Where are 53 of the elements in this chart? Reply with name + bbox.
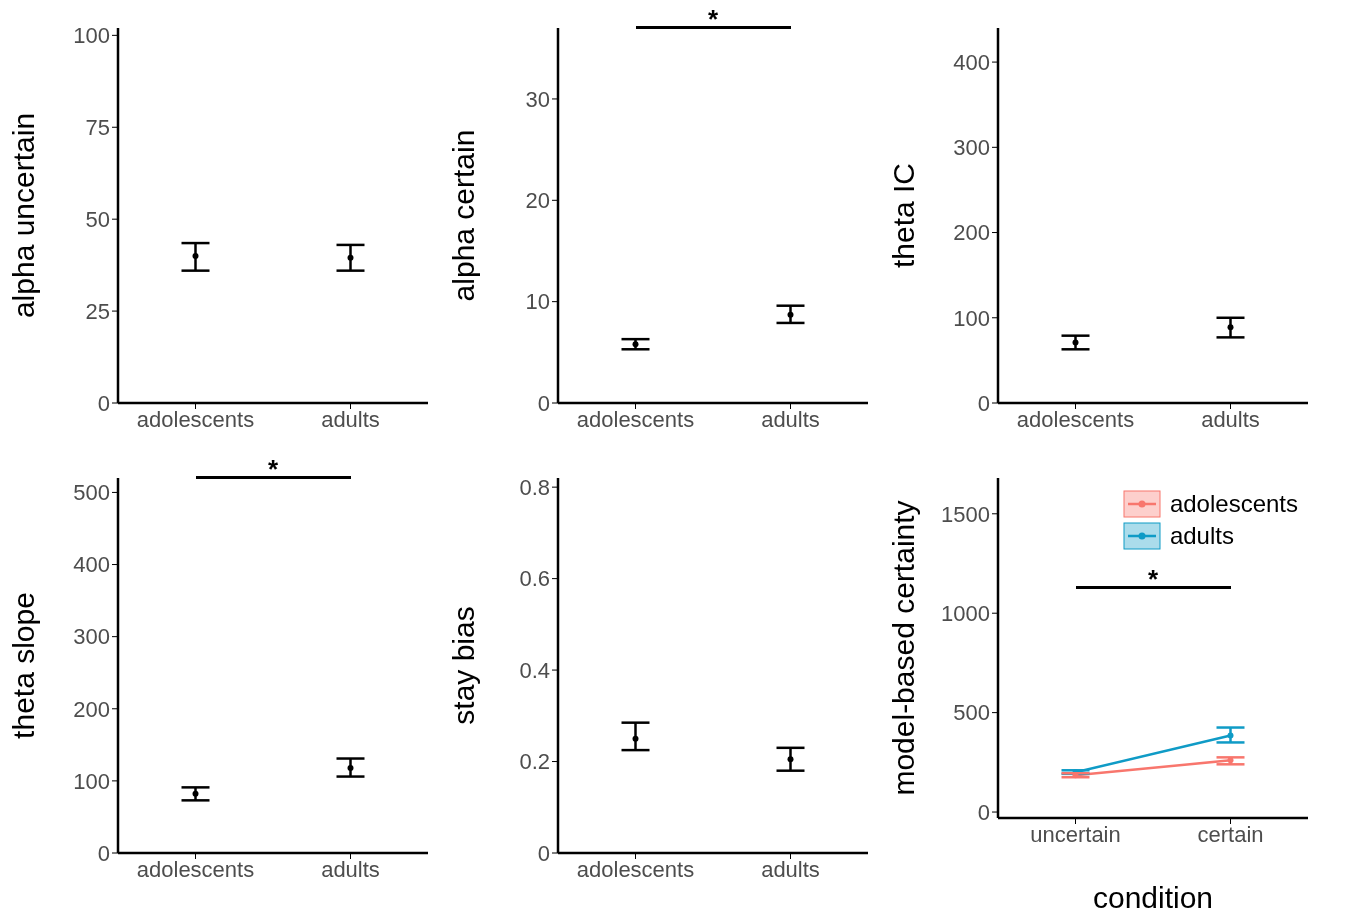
y-tick-label: 0 [977, 390, 990, 416]
y-axis-title: alpha uncertain [6, 112, 40, 319]
y-axis-title: model-based certainty [886, 500, 920, 796]
y-tick-label: 500 [73, 480, 110, 506]
y-tick-label: 30 [525, 86, 550, 112]
y-tick-label: 0.8 [519, 474, 550, 500]
y-tick-label: 400 [953, 49, 990, 75]
x-tick-label: adolescents [576, 406, 695, 432]
y-axis-title: theta slope [6, 592, 40, 739]
y-tick-label: 200 [73, 696, 110, 722]
x-tick-label: adolescents [576, 856, 695, 882]
y-tick-label: 100 [73, 23, 110, 49]
x-tick-label: adults [761, 406, 820, 432]
y-tick-label: 0.2 [519, 749, 550, 775]
y-tick-label: 0 [537, 840, 550, 866]
legend-label: adolescents [1169, 490, 1298, 518]
annotation: * [706, 4, 720, 34]
x-tick-label: uncertain [1030, 821, 1121, 847]
y-tick-label: 75 [85, 115, 110, 141]
x-tick-label: adults [761, 856, 820, 882]
y-tick-label: 300 [73, 624, 110, 650]
y-axis-title: stay bias [446, 606, 480, 725]
x-tick-label: adults [321, 856, 380, 882]
y-tick-label: 0 [97, 390, 110, 416]
y-tick-label: 100 [953, 305, 990, 331]
x-tick-label: adolescents [1016, 406, 1135, 432]
y-tick-label: 0.6 [519, 566, 550, 592]
annotation: * [1146, 564, 1160, 594]
x-tick-label: adults [1201, 406, 1260, 432]
x-tick-label: certain [1197, 821, 1264, 847]
annotation: * [266, 454, 280, 484]
y-tick-label: 300 [953, 135, 990, 161]
y-tick-label: 20 [525, 188, 550, 214]
y-tick-label: 400 [73, 552, 110, 578]
x-tick-label: adolescents [136, 856, 255, 882]
y-tick-label: 0 [97, 840, 110, 866]
x-axis-title: condition [1092, 881, 1214, 914]
y-tick-label: 0 [977, 799, 990, 825]
y-axis-title: alpha certain [446, 129, 480, 302]
x-tick-label: adolescents [136, 406, 255, 432]
x-tick-label: adults [321, 406, 380, 432]
y-tick-label: 10 [525, 289, 550, 315]
y-tick-label: 50 [85, 206, 110, 232]
y-tick-label: 25 [85, 298, 110, 324]
y-tick-label: 0 [537, 390, 550, 416]
y-tick-label: 1500 [941, 501, 990, 527]
y-axis-title: theta IC [886, 162, 920, 269]
y-tick-label: 500 [953, 700, 990, 726]
y-tick-label: 1000 [941, 601, 990, 627]
legend-label: adults [1169, 522, 1234, 550]
y-tick-label: 200 [953, 220, 990, 246]
y-tick-label: 0.4 [519, 657, 550, 683]
y-tick-label: 100 [73, 768, 110, 794]
